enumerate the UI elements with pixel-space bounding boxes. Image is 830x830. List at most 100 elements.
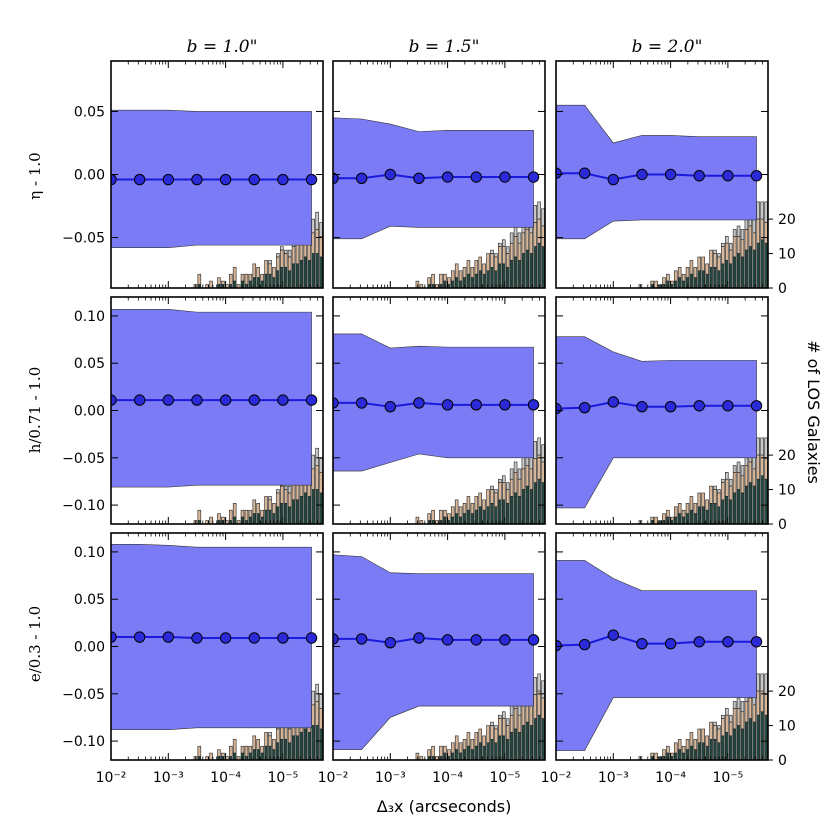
mean-point: [413, 172, 425, 184]
hist-bar-dark: [311, 253, 315, 288]
hist-bar-tan: [533, 694, 537, 719]
hist-bar-tan: [725, 242, 729, 261]
y-tick-label: 0.05: [74, 104, 105, 120]
y-tick-label: −0.10: [62, 498, 105, 514]
hist-bar-light: [509, 468, 514, 480]
hist-bar-dark: [248, 280, 253, 288]
hist-bar-tan: [748, 697, 753, 719]
hist-bar-dark: [760, 711, 764, 760]
hist-bar-dark: [517, 732, 522, 760]
hist-bar-tan: [450, 270, 455, 282]
x-tick-label: 10⁻³: [153, 770, 184, 786]
hist-bar-tan: [697, 728, 702, 744]
hist-bar-dark: [450, 516, 455, 524]
hist-bar-dark: [744, 485, 749, 524]
hist-bar-tan: [681, 745, 686, 754]
hist-bar-dark: [541, 718, 545, 760]
hist-bar-light: [717, 725, 721, 730]
hist-bar-dark: [295, 735, 300, 760]
hist-bar-light: [494, 725, 498, 730]
hist-bar-dark: [299, 260, 304, 288]
hist-bar-tan: [529, 468, 534, 490]
hist-bar-tan: [466, 496, 471, 511]
hist-bar-tan: [276, 256, 280, 272]
hist-bar-tan: [760, 218, 764, 241]
hist-bar-tan: [283, 489, 288, 504]
hist-bar-tan: [311, 704, 315, 726]
hist-bar-dark: [705, 745, 709, 760]
hist-bar-dark: [454, 513, 459, 524]
hist-bar-tan: [677, 739, 682, 750]
hist-bar-dark: [256, 513, 260, 524]
hist-bar-dark: [315, 725, 319, 760]
hist-bar-tan: [662, 749, 666, 757]
hist-bar-tan: [217, 513, 221, 521]
mean-point: [441, 171, 454, 183]
hist-bar-dark: [276, 270, 280, 288]
hist-bar-dark: [537, 714, 541, 760]
panel-grid: −0.05 0.00 0.05 0 10 20 −0.10 −0.05 0.00 0.05 0.10…: [62, 60, 796, 786]
hist-bar-light: [494, 489, 498, 494]
hist-bar-tan: [486, 489, 490, 508]
hist-bar-light: [517, 232, 522, 244]
hist-bar-light: [721, 714, 725, 719]
y-tick-label: −0.05: [62, 451, 105, 467]
hist-bar-tan: [693, 267, 698, 278]
hist-bar-dark: [689, 509, 694, 524]
y-tick-label: 0.00: [74, 404, 105, 420]
hist-bar-dark: [470, 749, 475, 760]
mean-point: [470, 634, 482, 646]
hist-bar-dark: [264, 745, 268, 760]
hist-bar-tan: [272, 267, 276, 278]
mean-point: [305, 394, 318, 406]
hist-bar-tan: [513, 236, 518, 258]
mean-point: [277, 394, 289, 406]
hist-bar-tan: [482, 735, 486, 747]
hist-bar-tan: [217, 277, 221, 285]
hist-bar-light: [498, 714, 502, 719]
hist-bar-tan: [681, 509, 686, 518]
hist-bar-tan: [427, 277, 431, 285]
hist-bar-tan: [474, 496, 479, 511]
x-tick-label: 10⁻³: [375, 770, 406, 786]
hist-bar-light: [756, 201, 760, 220]
mean-point: [607, 629, 619, 641]
hist-bar-tan: [256, 739, 260, 750]
hist-bar-dark: [462, 513, 467, 524]
hist-bar-tan: [443, 509, 447, 518]
hist-bar-tan: [502, 246, 506, 265]
right-tick-label: 0: [778, 517, 787, 533]
mean-point: [607, 396, 619, 408]
hist-bar-tan: [662, 277, 666, 285]
hist-bar-light: [287, 485, 292, 494]
hist-bar-tan: [276, 492, 280, 508]
hist-bar-tan: [521, 704, 526, 726]
hist-bar-dark: [709, 267, 713, 288]
hist-bar-light: [764, 437, 768, 459]
hist-bar-tan: [490, 725, 494, 740]
hist-bar-tan: [685, 267, 690, 278]
hist-bar-dark: [505, 739, 510, 760]
hist-bar-tan: [717, 728, 721, 744]
hist-bar-tan: [673, 270, 678, 282]
x-tick-label: 10⁻²: [318, 770, 349, 786]
mean-point: [248, 173, 260, 186]
hist-bar-dark: [486, 270, 490, 288]
hist-bar-dark: [458, 752, 463, 760]
mean-point: [750, 170, 763, 182]
hist-bar-dark: [268, 745, 272, 760]
mean-point: [191, 173, 203, 186]
hist-bar-dark: [529, 253, 534, 288]
hist-bar-dark: [521, 489, 526, 524]
hist-bar-dark: [752, 249, 757, 288]
hist-bar-dark: [291, 499, 296, 524]
hist-bar-dark: [685, 749, 690, 760]
hist-bar-dark: [272, 513, 276, 524]
hist-bar-tan: [709, 485, 713, 504]
hist-bar-light: [717, 489, 721, 494]
hist-bar-tan: [721, 718, 725, 737]
hist-bar-tan: [268, 499, 272, 511]
hist-bar-light: [268, 732, 272, 737]
hist-bar-light: [732, 465, 737, 473]
hist-bar-light: [517, 704, 522, 716]
